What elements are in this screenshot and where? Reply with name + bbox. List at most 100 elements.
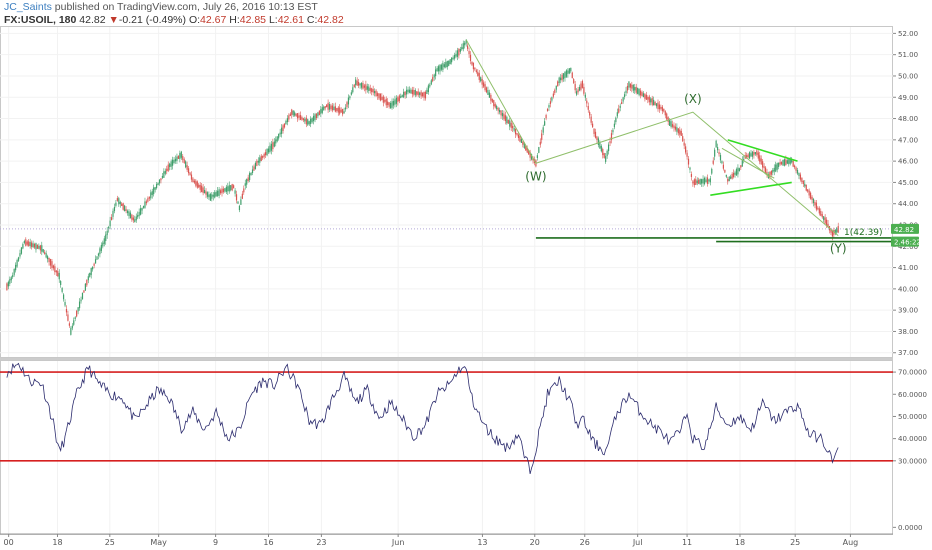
- candle-body: [64, 302, 66, 306]
- price-badge: [891, 236, 919, 247]
- candle-body: [285, 121, 287, 125]
- candle-body: [206, 192, 209, 197]
- candle-body: [160, 178, 162, 181]
- candle-body: [331, 105, 334, 111]
- candle-body: [565, 70, 568, 77]
- candle-body: [190, 174, 193, 180]
- candle-body: [764, 167, 767, 173]
- candle-body: [677, 128, 679, 134]
- candle-body: [779, 162, 781, 165]
- candle-body: [529, 151, 531, 158]
- candle-body: [708, 179, 710, 182]
- candle-body: [426, 89, 428, 95]
- candle-body: [212, 194, 214, 197]
- candle-body: [295, 113, 297, 117]
- candle-body: [32, 243, 34, 248]
- price-badge-label: 42.82: [894, 226, 914, 234]
- candle-body: [560, 77, 562, 81]
- candle-body: [772, 169, 774, 173]
- candle-body: [503, 113, 505, 120]
- candle-body: [267, 148, 270, 153]
- candle-body: [352, 87, 354, 93]
- ohlc-close-value: 42.82: [317, 14, 344, 26]
- candle-body: [302, 118, 304, 121]
- candle-body: [648, 96, 650, 103]
- candle-body: [687, 158, 690, 165]
- candle-body: [506, 116, 508, 124]
- candle-body: [343, 111, 345, 114]
- candle-body: [259, 157, 261, 163]
- ohlc-close-label: C:: [306, 14, 318, 26]
- candle-body: [307, 119, 309, 125]
- candle-body: [292, 110, 294, 116]
- candle-body: [449, 59, 451, 65]
- ohlc-high-label: H:: [229, 14, 240, 26]
- symbol-info: FX:USOIL, 180 42.82 ▼-0.21 (-0.49%) O:42…: [4, 14, 344, 26]
- candle-body: [28, 241, 30, 246]
- candle-body: [644, 93, 646, 99]
- candle-body: [77, 307, 79, 312]
- author-link[interactable]: JC_Saints: [4, 1, 52, 13]
- candle-body: [728, 176, 730, 182]
- candle-body: [113, 207, 116, 212]
- candle-body: [92, 266, 94, 270]
- candle-body: [304, 118, 306, 122]
- price-tick-label: 39.00: [898, 307, 918, 315]
- candle-body: [727, 179, 729, 182]
- candle-body: [132, 217, 134, 221]
- candle-body: [196, 181, 198, 188]
- candle-body: [253, 166, 255, 171]
- candle-body: [586, 100, 588, 104]
- rsi-pane[interactable]: 70.0000 60.0000 50.0000 40.0000 30.0000 0.000…: [0, 360, 927, 535]
- candle-body: [326, 104, 328, 108]
- candle-body: [125, 209, 127, 211]
- candle-body: [31, 242, 33, 247]
- candle-body: [366, 86, 368, 90]
- candle-body: [554, 89, 556, 93]
- candle-body: [263, 153, 265, 157]
- candle-body: [485, 87, 488, 93]
- wave-label-x: (X): [684, 92, 702, 106]
- candle-body: [798, 173, 800, 176]
- candle-body: [635, 86, 637, 93]
- time-tick-label: 00: [4, 538, 14, 547]
- candle-body: [54, 266, 56, 273]
- candle-body: [670, 121, 672, 128]
- time-tick-label: 18: [735, 538, 745, 547]
- candle-body: [437, 66, 440, 72]
- candle-body: [276, 136, 278, 142]
- candle-body: [657, 102, 659, 110]
- candle-body: [792, 160, 794, 167]
- price-pane[interactable]: 52.00 51.00 50.00 49.00 48.00 47.00 46.00 45.00…: [0, 26, 921, 360]
- candle-body: [211, 194, 213, 199]
- candle-body: [663, 108, 665, 112]
- candle-body: [116, 198, 118, 201]
- candle-body: [817, 207, 819, 210]
- candle-body: [421, 92, 424, 97]
- candle-body: [228, 185, 230, 192]
- candle-body: [692, 181, 694, 184]
- candle-body: [555, 85, 557, 90]
- rsi-tick-label: 70.0000: [898, 369, 927, 377]
- candle-body: [262, 155, 264, 158]
- candle-body: [375, 90, 377, 97]
- candle-body: [138, 211, 140, 216]
- candle-body: [637, 87, 639, 94]
- candle-body: [544, 121, 546, 126]
- candle-body: [789, 159, 791, 164]
- candle-body: [231, 184, 233, 191]
- candle-body: [185, 161, 187, 168]
- candle-body: [622, 97, 624, 102]
- candle-body: [680, 131, 682, 136]
- candle-body: [834, 229, 836, 233]
- candle-body: [651, 98, 653, 105]
- candle-body: [471, 61, 473, 65]
- candle-body: [381, 96, 383, 100]
- candle-body: [671, 124, 674, 127]
- triangle-lower-line: [710, 181, 792, 196]
- candle-body: [464, 42, 466, 46]
- candle-body: [757, 152, 759, 159]
- candle-body: [465, 40, 467, 44]
- candle-body: [219, 190, 222, 194]
